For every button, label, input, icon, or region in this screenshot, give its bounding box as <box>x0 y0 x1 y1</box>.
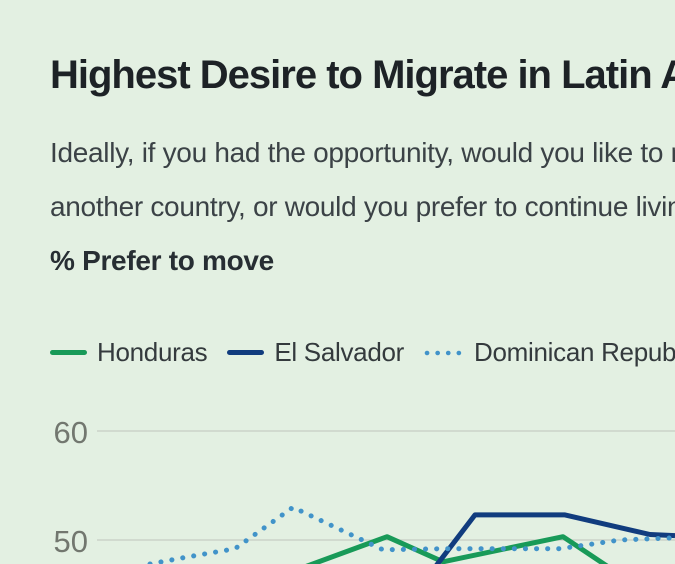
legend-label-honduras: Honduras <box>97 337 208 367</box>
y-tick-label-50: 50 <box>54 524 88 559</box>
legend-label-el-salvador: El Salvador <box>274 337 405 367</box>
chart-subtitle-line-2: another country, or would you prefer to … <box>50 191 675 222</box>
y-tick-label-60: 60 <box>54 415 88 450</box>
chart-subtitle-line-1: Ideally, if you had the opportunity, wou… <box>50 137 675 168</box>
series-line-dominican-republic <box>147 504 675 564</box>
chart-title: Highest Desire to Migrate in Latin Ameri… <box>50 53 675 97</box>
legend-swatch-dotted-dominican-republic <box>424 350 465 355</box>
measure-label: % Prefer to move <box>50 245 274 276</box>
chart-legend: Honduras El Salvador Dominican Republic <box>50 337 675 368</box>
legend-item-dominican-republic: Dominican Republic <box>424 337 675 368</box>
legend-label-dominican-republic: Dominican Republic <box>474 337 675 367</box>
legend-item-el-salvador: El Salvador <box>227 337 404 368</box>
legend-item-honduras: Honduras <box>50 337 208 368</box>
legend-swatch-solid-honduras <box>50 350 87 355</box>
series-line-el-salvador <box>434 512 675 564</box>
legend-swatch-solid-el-salvador <box>227 350 265 355</box>
